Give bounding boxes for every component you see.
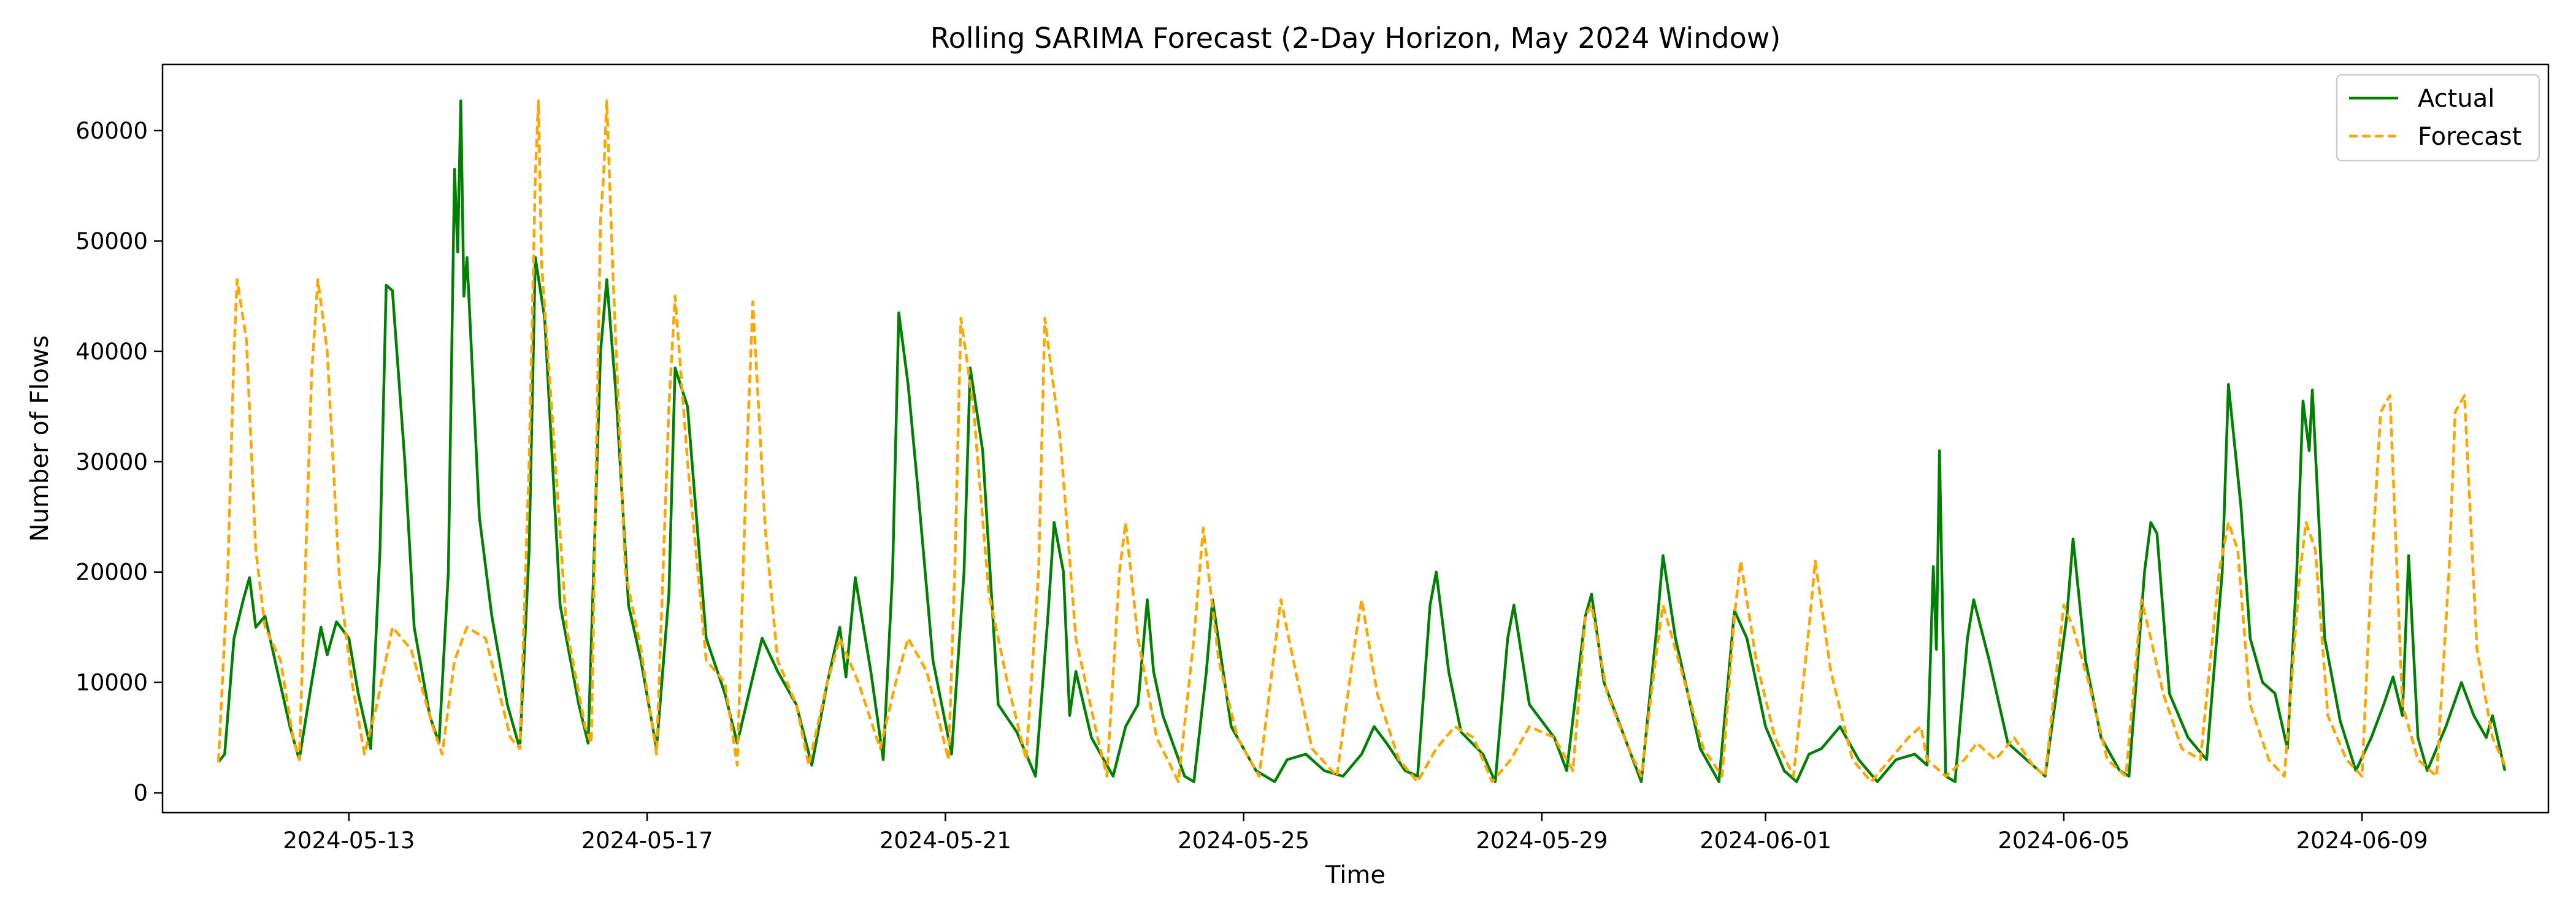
y-tick-label: 60000: [75, 118, 148, 144]
series-line-actual: [217, 99, 2507, 783]
y-tick-label: 30000: [75, 449, 148, 475]
y-tick-label: 10000: [75, 670, 148, 696]
y-tick-label: 50000: [75, 228, 148, 255]
legend-box: [2336, 74, 2540, 162]
series-line-forecast: [217, 99, 2507, 783]
plot-frame: [161, 63, 2550, 814]
legend-label-forecast: Forecast: [2418, 123, 2521, 151]
x-tick-label: 2024-05-25: [1178, 827, 1309, 854]
y-tick-label: 40000: [75, 339, 148, 365]
x-tick-label: 2024-06-05: [1998, 827, 2129, 854]
series-layer: [217, 99, 2507, 783]
y-tick-label: 0: [133, 780, 148, 807]
legend-label-actual: Actual: [2418, 85, 2494, 113]
x-tick-label: 2024-05-29: [1476, 827, 1608, 854]
x-tick-label: 2024-06-01: [1700, 827, 1831, 854]
chart-title: Rolling SARIMA Forecast (2-Day Horizon, …: [930, 21, 1781, 55]
y-tick-label: 20000: [75, 559, 148, 586]
x-axis-label: Time: [1325, 861, 1386, 889]
x-tick-label: 2024-06-09: [2296, 827, 2428, 854]
y-axis-label: Number of Flows: [26, 335, 54, 542]
x-tick-label: 2024-05-13: [283, 827, 415, 854]
y-axis: 0 10000 20000 30000 40000 50000 60000: [75, 118, 163, 807]
x-axis: 2024-05-13 2024-05-17 2024-05-21 2024-05-25…: [283, 813, 2428, 854]
legend: Actual Forecast: [2336, 74, 2540, 162]
x-tick-label: 2024-05-17: [581, 827, 713, 854]
x-tick-label: 2024-05-21: [880, 827, 1011, 854]
